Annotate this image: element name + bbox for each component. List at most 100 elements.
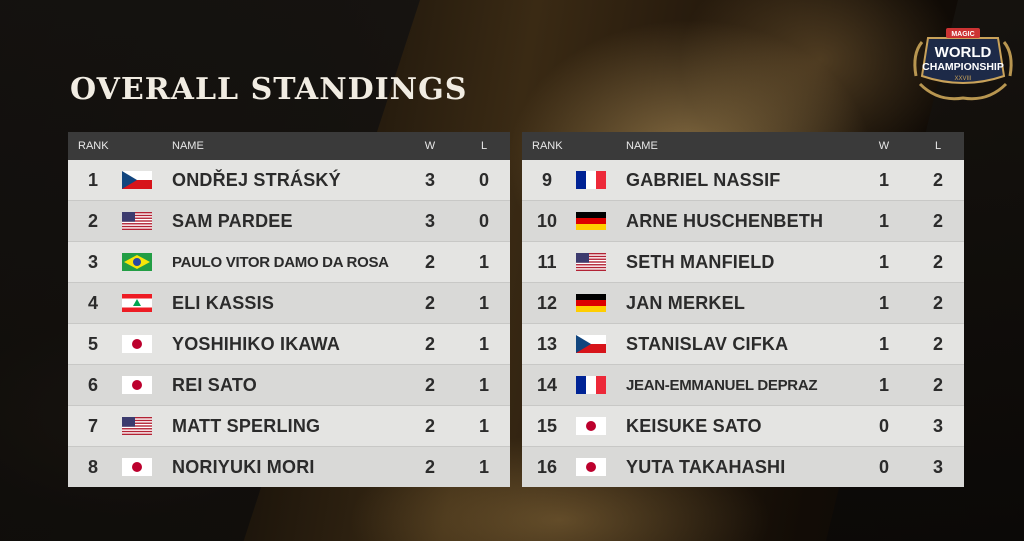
losses-value: 1 bbox=[478, 292, 489, 313]
rank-value: 1 bbox=[87, 169, 98, 190]
flag-jp-icon bbox=[122, 335, 152, 353]
flag-de-icon bbox=[576, 294, 606, 312]
rank-value: 11 bbox=[537, 251, 557, 272]
player-name: SETH MANFIELD bbox=[626, 251, 775, 272]
table-row: 10 ARNE HUSCHENBETH 1 2 bbox=[522, 201, 964, 242]
header-name: NAME bbox=[626, 140, 658, 152]
player-name: STANISLAV CIFKA bbox=[626, 333, 789, 354]
wins-value: 0 bbox=[878, 456, 889, 477]
table-row: 14 JEAN-EMMANUEL DEPRAZ 1 2 bbox=[522, 365, 964, 406]
rank-value: 4 bbox=[87, 292, 98, 313]
wins-value: 1 bbox=[878, 374, 889, 395]
table-row: 2 SAM PARDEE 3 0 bbox=[68, 201, 510, 242]
header-rank: RANK bbox=[78, 140, 109, 152]
rank-value: 7 bbox=[87, 415, 98, 436]
flag-jp-icon bbox=[122, 376, 152, 394]
rank-value: 15 bbox=[536, 415, 558, 436]
player-name: ONDŘEJ STRÁSKÝ bbox=[172, 169, 341, 190]
wins-value: 1 bbox=[878, 210, 889, 231]
table-row: 16 YUTA TAKAHASHI 0 3 bbox=[522, 447, 964, 487]
player-name: SAM PARDEE bbox=[172, 210, 293, 231]
header-wins: W bbox=[878, 140, 890, 152]
table-row: 7 MATT SPERLING 2 1 bbox=[68, 406, 510, 447]
losses-value: 1 bbox=[478, 333, 489, 354]
flag-lb-icon bbox=[122, 294, 152, 312]
flag-de-icon bbox=[576, 212, 606, 230]
table-row: 8 NORIYUKI MORI 2 1 bbox=[68, 447, 510, 487]
flag-cz-icon bbox=[576, 335, 606, 353]
player-name: YUTA TAKAHASHI bbox=[626, 456, 786, 477]
flag-jp-icon bbox=[122, 458, 152, 476]
rank-value: 5 bbox=[87, 333, 98, 354]
rank-value: 2 bbox=[87, 210, 98, 231]
table-row: 5 YOSHIHIKO IKAWA 2 1 bbox=[68, 324, 510, 365]
table-row: 9 GABRIEL NASSIF 1 2 bbox=[522, 160, 964, 201]
logo-top-text: MAGIC bbox=[951, 31, 974, 38]
wins-value: 1 bbox=[878, 169, 889, 190]
wins-value: 1 bbox=[878, 251, 889, 272]
losses-value: 1 bbox=[478, 415, 489, 436]
flag-jp-icon bbox=[576, 458, 606, 476]
table-row: 11 SETH MANFIELD 1 2 bbox=[522, 242, 964, 283]
logo-sub-text: XXVIII bbox=[954, 76, 971, 82]
rank-value: 14 bbox=[536, 374, 558, 395]
losses-value: 2 bbox=[932, 292, 943, 313]
rank-value: 16 bbox=[536, 456, 558, 477]
wins-value: 2 bbox=[424, 456, 435, 477]
losses-value: 2 bbox=[932, 169, 943, 190]
rank-value: 10 bbox=[536, 210, 558, 231]
rank-value: 8 bbox=[87, 456, 98, 477]
flag-fr-icon bbox=[576, 376, 606, 394]
losses-value: 2 bbox=[932, 251, 943, 272]
flag-us-icon bbox=[576, 253, 606, 271]
wins-value: 1 bbox=[878, 292, 889, 313]
losses-value: 0 bbox=[478, 210, 489, 231]
flag-us-icon bbox=[122, 417, 152, 435]
flag-us-icon bbox=[122, 212, 152, 230]
header-wins: W bbox=[424, 140, 436, 152]
svg-text:WORLD: WORLD bbox=[935, 44, 992, 61]
table-row: 13 STANISLAV CIFKA 1 2 bbox=[522, 324, 964, 365]
table-row: 12 JAN MERKEL 1 2 bbox=[522, 283, 964, 324]
wins-value: 2 bbox=[424, 251, 435, 272]
player-name: KEISUKE SATO bbox=[626, 415, 762, 436]
table-header: RANK NAME W L bbox=[522, 132, 964, 160]
losses-value: 3 bbox=[932, 415, 943, 436]
rank-value: 3 bbox=[87, 251, 98, 272]
player-name: PAULO VITOR DAMO DA ROSA bbox=[172, 253, 389, 271]
flag-jp-icon bbox=[576, 417, 606, 435]
wins-value: 1 bbox=[878, 333, 889, 354]
player-name: MATT SPERLING bbox=[172, 415, 321, 436]
wins-value: 2 bbox=[424, 374, 435, 395]
wins-value: 0 bbox=[878, 415, 889, 436]
losses-value: 2 bbox=[932, 374, 943, 395]
wins-value: 2 bbox=[424, 292, 435, 313]
table-row: 6 REI SATO 2 1 bbox=[68, 365, 510, 406]
rank-value: 13 bbox=[536, 333, 558, 354]
player-name: JAN MERKEL bbox=[626, 292, 746, 313]
player-name: JEAN-EMMANUEL DEPRAZ bbox=[626, 376, 818, 394]
header-losses: L bbox=[934, 140, 942, 152]
losses-value: 1 bbox=[478, 374, 489, 395]
standings-table-right: RANK NAME W L 9 GABRIEL NASSIF 1 2 10 ARNE HU… bbox=[522, 132, 964, 487]
table-row: 1 ONDŘEJ STRÁSKÝ 3 0 bbox=[68, 160, 510, 201]
page-title: OVERALL STANDINGS bbox=[70, 72, 468, 107]
standings-table-left: RANK NAME W L 1 ONDŘEJ STRÁSKÝ 3 0 2 SAM PARD… bbox=[68, 132, 510, 487]
player-name: REI SATO bbox=[172, 374, 257, 395]
rank-value: 9 bbox=[541, 169, 552, 190]
rank-value: 12 bbox=[536, 292, 558, 313]
table-row: 3 PAULO VITOR DAMO DA ROSA 2 1 bbox=[68, 242, 510, 283]
svg-text:CHAMPIONSHIP: CHAMPIONSHIP bbox=[922, 61, 1004, 73]
wins-value: 3 bbox=[424, 210, 435, 231]
header-rank: RANK bbox=[532, 140, 563, 152]
player-name: ARNE HUSCHENBETH bbox=[626, 210, 824, 231]
player-name: NORIYUKI MORI bbox=[172, 456, 315, 477]
player-name: YOSHIHIKO IKAWA bbox=[172, 333, 341, 354]
flag-fr-icon bbox=[576, 171, 606, 189]
flag-br-icon bbox=[122, 253, 152, 271]
table-row: 15 KEISUKE SATO 0 3 bbox=[522, 406, 964, 447]
flag-cz-icon bbox=[122, 171, 152, 189]
wins-value: 2 bbox=[424, 333, 435, 354]
rank-value: 6 bbox=[87, 374, 98, 395]
table-row: 4 ELI KASSIS 2 1 bbox=[68, 283, 510, 324]
